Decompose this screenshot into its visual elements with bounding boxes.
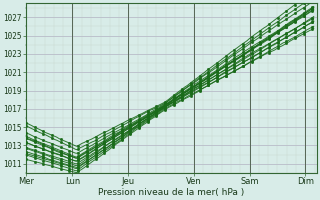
X-axis label: Pression niveau de la mer( hPa ): Pression niveau de la mer( hPa ) [98, 188, 244, 197]
